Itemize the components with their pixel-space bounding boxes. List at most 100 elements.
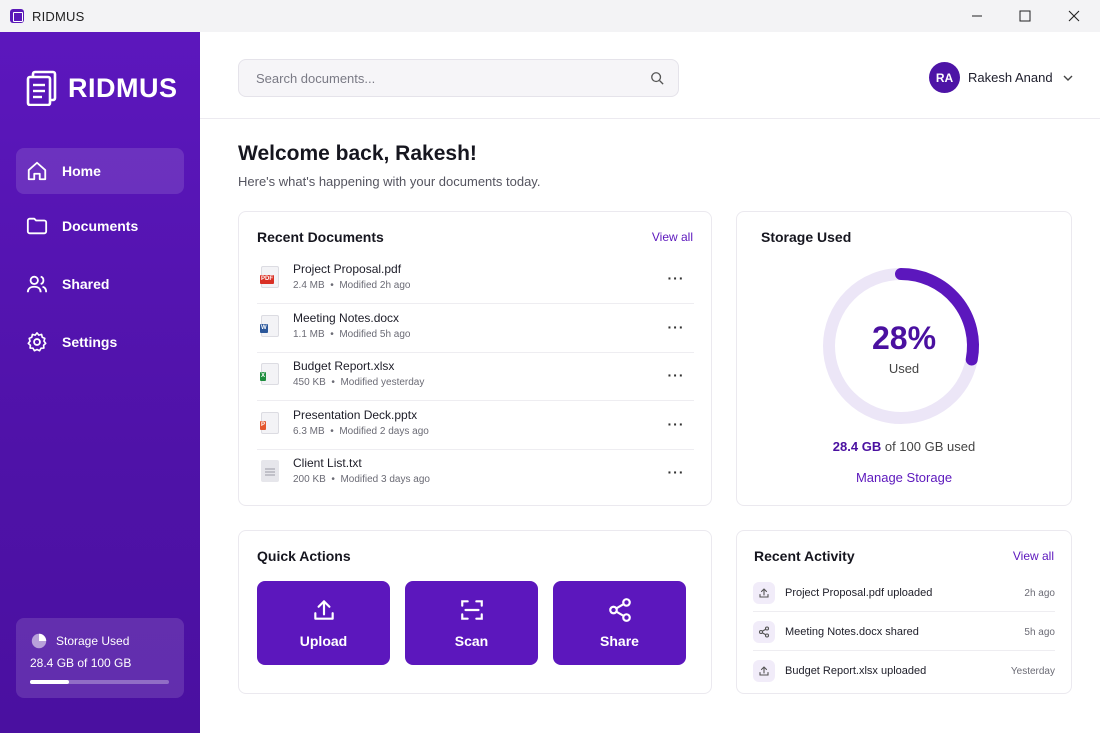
meta-separator: •	[324, 328, 340, 340]
document-meta: 200 KB • Modified 3 days ago	[293, 474, 430, 485]
storage-donut-chart	[823, 268, 979, 424]
sidebar-item-shared[interactable]: Shared	[16, 261, 184, 307]
meta-separator: •	[325, 377, 341, 388]
storage-used-rest: of 100 GB used	[884, 439, 976, 454]
storage-used-caption: Used	[888, 361, 920, 376]
document-name[interactable]: Budget Report.xlsx	[293, 359, 395, 373]
share-button[interactable]: Share	[553, 581, 686, 665]
activity-time: 5h ago	[1024, 627, 1055, 638]
meta-separator: •	[324, 280, 340, 291]
search-input[interactable]	[256, 70, 650, 86]
search-box[interactable]	[238, 59, 679, 97]
document-row[interactable]: PDF Project Proposal.pdf 2.4 MB • Modified…	[257, 256, 694, 304]
document-meta: 6.3 MB • Modified 2 days ago	[293, 426, 429, 437]
activity-time: Yesterday	[1010, 666, 1055, 677]
document-size: 200 KB	[293, 474, 326, 485]
page-title: Welcome back, Rakesh!	[238, 142, 477, 165]
brand[interactable]: RIDMUS	[26, 70, 178, 106]
avatar: RA	[929, 62, 960, 93]
more-options-icon[interactable]: ···	[667, 464, 685, 480]
search-icon[interactable]	[650, 71, 664, 85]
document-meta: 2.4 MB • Modified 2h ago	[293, 280, 410, 291]
scan-icon	[461, 600, 483, 620]
close-button[interactable]	[1051, 0, 1097, 32]
docx-file-icon: W	[260, 314, 279, 337]
recent-documents-title: Recent Documents	[257, 229, 384, 245]
scan-button[interactable]: Scan	[405, 581, 538, 665]
share-icon	[609, 598, 631, 622]
documents-logo-icon	[26, 70, 57, 106]
storage-donut-arc	[895, 268, 979, 366]
document-name[interactable]: Project Proposal.pdf	[293, 262, 402, 276]
minimize-icon	[972, 15, 982, 17]
document-row[interactable]: Client List.txt 200 KB • Modified 3 days …	[257, 450, 694, 498]
storage-used-amount: 28.4 GB	[832, 439, 882, 454]
window-title: RIDMUS	[32, 8, 85, 24]
upload-button-label: Upload	[299, 633, 348, 649]
more-options-icon[interactable]: ···	[667, 367, 685, 383]
pie-chart-icon	[31, 633, 47, 649]
page-subtitle: Here's what's happening with your docume…	[238, 174, 541, 189]
document-name[interactable]: Client List.txt	[293, 456, 362, 470]
txt-file-icon	[261, 460, 279, 482]
document-name[interactable]: Meeting Notes.docx	[293, 310, 400, 325]
activity-text: Meeting Notes.docx shared	[785, 626, 919, 638]
storage-card: Storage Used 28% Used 28.4 GB of 100 GB …	[736, 211, 1072, 506]
sidebar-storage-value: 28.4 GB of 100 GB	[30, 656, 132, 670]
share-icon	[753, 621, 775, 643]
more-options-icon[interactable]: ···	[667, 318, 685, 335]
document-size: 6.3 MB	[293, 425, 325, 437]
sidebar-item-home[interactable]: Home	[16, 148, 184, 194]
home-icon	[27, 161, 47, 181]
sidebar-storage-widget[interactable]: Storage Used 28.4 GB of 100 GB	[16, 618, 184, 698]
maximize-button[interactable]	[1002, 0, 1048, 32]
more-options-icon[interactable]: ···	[667, 270, 685, 286]
storage-percent: 28%	[871, 320, 937, 356]
document-row[interactable]: P Presentation Deck.pptx 6.3 MB • Modified…	[257, 402, 694, 450]
title-bar: RIDMUS	[0, 0, 1100, 32]
upload-button[interactable]: Upload	[257, 581, 390, 665]
gear-icon	[27, 332, 47, 352]
sidebar-item-label: Documents	[62, 218, 139, 234]
recent-documents-view-all-link[interactable]: View all	[651, 230, 693, 244]
quick-actions-card: Quick Actions Upload Scan Share	[238, 530, 712, 694]
activity-text: Project Proposal.pdf uploaded	[785, 587, 933, 599]
minimize-button[interactable]	[954, 0, 1000, 32]
file-type-tag: X	[260, 372, 267, 381]
file-type-tag: W	[260, 323, 268, 333]
sidebar-storage-label: Storage Used	[56, 634, 130, 648]
sidebar-item-settings[interactable]: Settings	[16, 319, 184, 365]
header: RA Rakesh Anand	[200, 32, 1100, 119]
document-row[interactable]: W Meeting Notes.docx 1.1 MB • Modified 5h …	[257, 305, 694, 353]
recent-documents-card: Recent Documents View all PDF Project Pro…	[238, 211, 712, 506]
file-type-tag: PDF	[260, 275, 274, 284]
document-modified: Modified 2h ago	[339, 280, 411, 291]
manage-storage-link[interactable]: Manage Storage	[855, 470, 953, 485]
users-icon	[26, 275, 48, 293]
upload-icon	[753, 582, 775, 604]
document-row[interactable]: X Budget Report.xlsx 450 KB • Modified yes…	[257, 353, 694, 401]
more-options-icon[interactable]: ···	[667, 415, 685, 432]
sidebar-item-documents[interactable]: Documents	[16, 203, 184, 249]
user-name: Rakesh Anand	[968, 70, 1053, 85]
activity-row[interactable]: Budget Report.xlsx uploaded Yesterday	[753, 651, 1055, 690]
activity-row[interactable]: Meeting Notes.docx shared 5h ago	[753, 612, 1055, 651]
pptx-file-icon: P	[260, 411, 279, 434]
scan-button-label: Scan	[454, 633, 489, 649]
storage-title: Storage Used	[761, 229, 852, 245]
document-meta: 1.1 MB • Modified 5h ago	[293, 329, 410, 340]
app-logo-icon	[10, 9, 24, 23]
close-icon	[1068, 10, 1080, 22]
document-modified: Modified 5h ago	[339, 328, 411, 340]
folder-icon	[26, 217, 48, 235]
storage-used-text: 28.4 GB of 100 GB used	[737, 439, 1071, 454]
main-content: RA Rakesh Anand Welcome back, Rakesh! He…	[200, 32, 1100, 733]
recent-activity-view-all-link[interactable]: View all	[1012, 549, 1054, 563]
user-menu[interactable]: RA Rakesh Anand	[929, 62, 1074, 93]
file-type-tag: P	[260, 420, 267, 430]
document-meta: 450 KB • Modified yesterday	[293, 377, 424, 388]
document-name[interactable]: Presentation Deck.pptx	[293, 407, 418, 422]
document-size: 2.4 MB	[293, 280, 325, 291]
sidebar-item-label: Settings	[62, 334, 118, 350]
activity-row[interactable]: Project Proposal.pdf uploaded 2h ago	[753, 573, 1055, 612]
